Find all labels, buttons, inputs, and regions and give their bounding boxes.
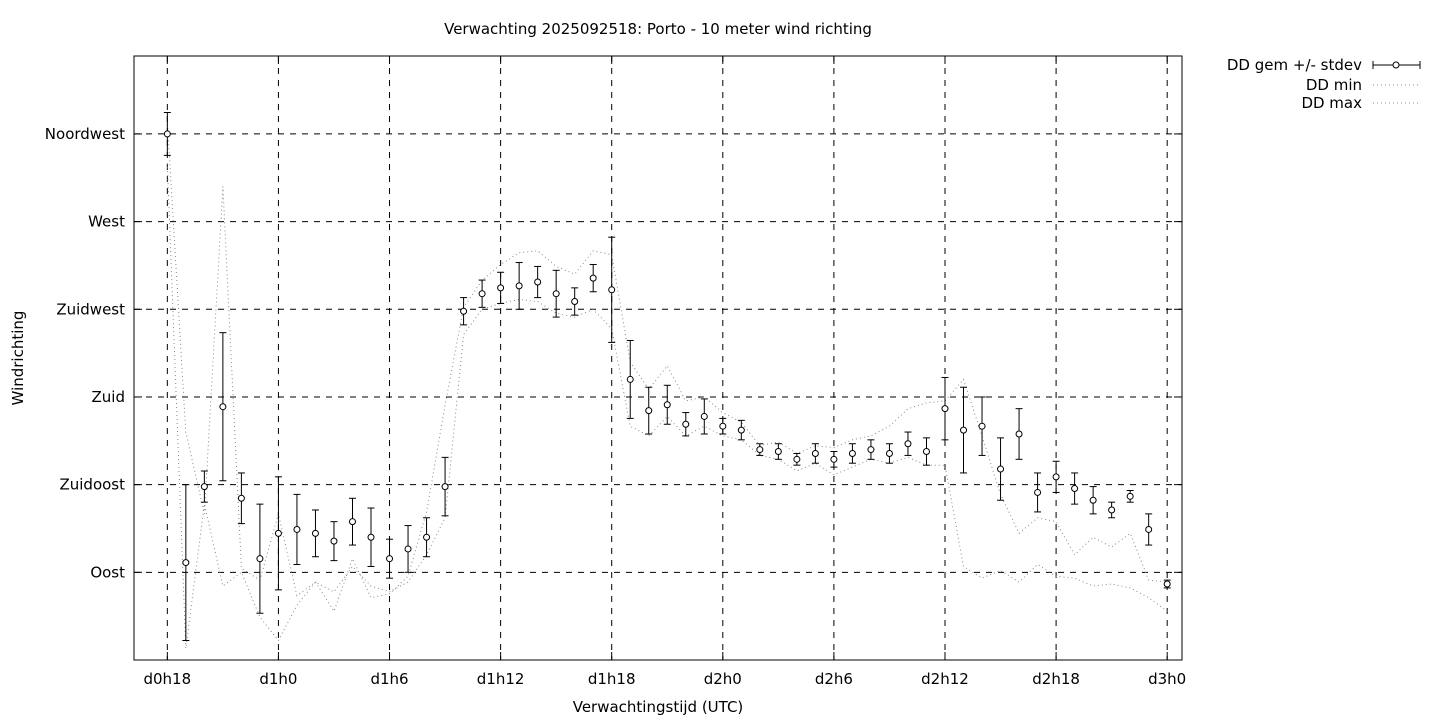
dd-max-line	[166, 120, 1168, 613]
data-point	[1163, 580, 1171, 588]
y-tick-label: Zuid	[92, 388, 125, 406]
data-point	[885, 449, 893, 457]
data-point	[404, 545, 412, 553]
legend-point	[1392, 61, 1400, 69]
data-point	[219, 403, 227, 411]
data-point	[534, 278, 542, 286]
y-tick-label: West	[88, 213, 125, 231]
data-point	[867, 446, 875, 454]
data-point	[645, 407, 653, 415]
data-point	[589, 274, 597, 282]
data-point	[756, 446, 764, 454]
data-point	[237, 494, 245, 502]
data-point	[478, 290, 486, 298]
x-axis-label: Verwachtingstijd (UTC)	[573, 698, 744, 716]
data-point	[460, 307, 468, 315]
data-point	[811, 449, 819, 457]
x-tick-label: d1h18	[588, 670, 636, 688]
error-bars	[163, 112, 1171, 642]
data-point	[1071, 485, 1079, 493]
x-tick-label: d3h0	[1148, 670, 1186, 688]
data-point	[700, 412, 708, 420]
legend-label: DD max	[1301, 94, 1362, 112]
x-tick-label: d1h0	[259, 670, 297, 688]
legend-label: DD gem +/- stdev	[1227, 56, 1362, 74]
data-point	[848, 449, 856, 457]
data-point	[367, 533, 375, 541]
x-tick-label: d2h12	[921, 670, 969, 688]
data-point	[608, 286, 616, 294]
data-point	[348, 518, 356, 526]
y-tick-label: Noordwest	[45, 125, 125, 143]
axis-ticks	[134, 56, 1182, 660]
y-tick-label: Zuidwest	[56, 300, 125, 318]
data-point	[386, 555, 394, 563]
x-tick-label: d0h18	[143, 670, 191, 688]
data-point	[1108, 506, 1116, 514]
y-axis-label: Windrichting	[9, 311, 27, 406]
data-point	[737, 426, 745, 434]
x-tick-label: d2h6	[815, 670, 853, 688]
data-point	[182, 559, 190, 567]
data-point	[904, 440, 912, 448]
data-point	[515, 282, 523, 290]
y-tick-labels: Oost Zuidoost Zuid Zuidwest West Noordwest	[45, 125, 125, 581]
data-point	[1034, 488, 1042, 496]
data-point	[1145, 525, 1153, 533]
data-point	[571, 297, 579, 305]
y-tick-label: Oost	[90, 563, 125, 581]
data-point	[274, 529, 282, 537]
data-point	[774, 448, 782, 456]
data-point	[200, 483, 208, 491]
data-point	[163, 130, 171, 138]
x-tick-label: d1h6	[370, 670, 408, 688]
data-point	[978, 422, 986, 430]
data-point	[1089, 496, 1097, 504]
chart-title: Verwachting 2025092518: Porto - 10 meter…	[444, 20, 872, 38]
data-point	[941, 405, 949, 413]
plot-frame	[133, 55, 1183, 661]
data-point	[497, 284, 505, 292]
min-max-lines	[166, 120, 1168, 649]
data-point	[330, 537, 338, 545]
data-point	[682, 420, 690, 428]
data-point	[997, 465, 1005, 473]
x-tick-label: d2h0	[704, 670, 742, 688]
data-point	[793, 455, 801, 463]
data-point	[1052, 473, 1060, 481]
data-point	[922, 448, 930, 456]
data-point	[552, 290, 560, 298]
data-point	[441, 483, 449, 491]
legend-label: DD min	[1306, 76, 1362, 94]
x-tick-label: d2h18	[1032, 670, 1080, 688]
data-point	[256, 555, 264, 563]
data-point	[960, 426, 968, 434]
data-point	[293, 525, 301, 533]
x-tick-label: d1h12	[477, 670, 525, 688]
y-tick-label: Zuidoost	[59, 476, 125, 494]
data-point	[423, 533, 431, 541]
x-tick-labels: d0h18 d1h0 d1h6 d1h12 d1h18 d2h0 d2h6 d2h12 d2h1…	[143, 670, 1186, 688]
data-point	[1015, 430, 1023, 438]
data-points	[163, 130, 1171, 588]
data-point	[830, 455, 838, 463]
data-point	[719, 422, 727, 430]
grid-lines	[134, 56, 1182, 660]
data-point	[1126, 492, 1134, 500]
data-point	[311, 529, 319, 537]
data-point	[626, 375, 634, 383]
data-point	[663, 401, 671, 409]
